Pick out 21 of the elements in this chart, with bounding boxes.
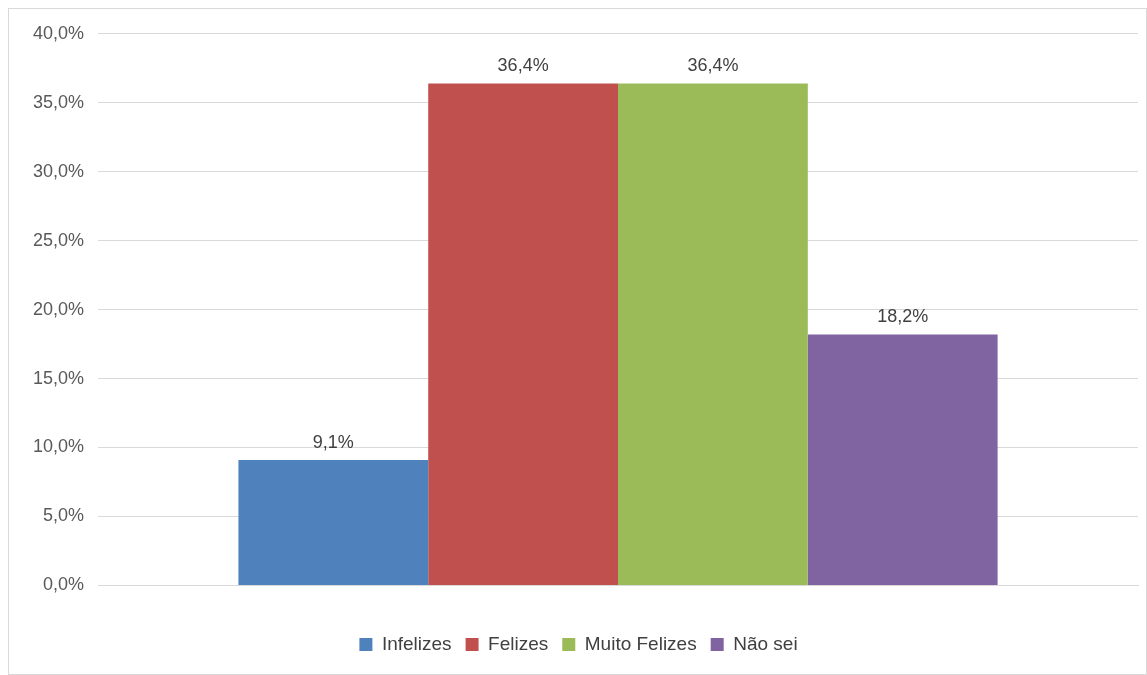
y-tick-label: 10,0% — [32, 436, 85, 457]
bar — [428, 83, 619, 585]
data-label: 36,4% — [687, 55, 739, 76]
bar — [807, 334, 998, 585]
y-tick-label: 5,0% — [43, 505, 85, 526]
bar — [238, 459, 429, 585]
data-label: 18,2% — [877, 306, 929, 327]
y-tick-label: 40,0% — [32, 22, 85, 43]
y-tick-label: 15,0% — [32, 367, 85, 388]
legend-label: Muito Felizes — [584, 632, 697, 654]
data-label: 36,4% — [497, 55, 549, 76]
legend-label: Felizes — [488, 632, 549, 654]
y-tick-label: 35,0% — [32, 91, 85, 112]
y-tick-label: 0,0% — [43, 574, 85, 595]
legend-label: Infelizes — [381, 632, 452, 654]
legend-label: Não sei — [733, 632, 798, 654]
y-tick-label: 30,0% — [32, 160, 85, 181]
bar — [618, 83, 808, 585]
y-tick-label: 25,0% — [32, 229, 85, 250]
data-label: 9,1% — [312, 431, 354, 452]
y-tick-label: 20,0% — [32, 298, 85, 319]
